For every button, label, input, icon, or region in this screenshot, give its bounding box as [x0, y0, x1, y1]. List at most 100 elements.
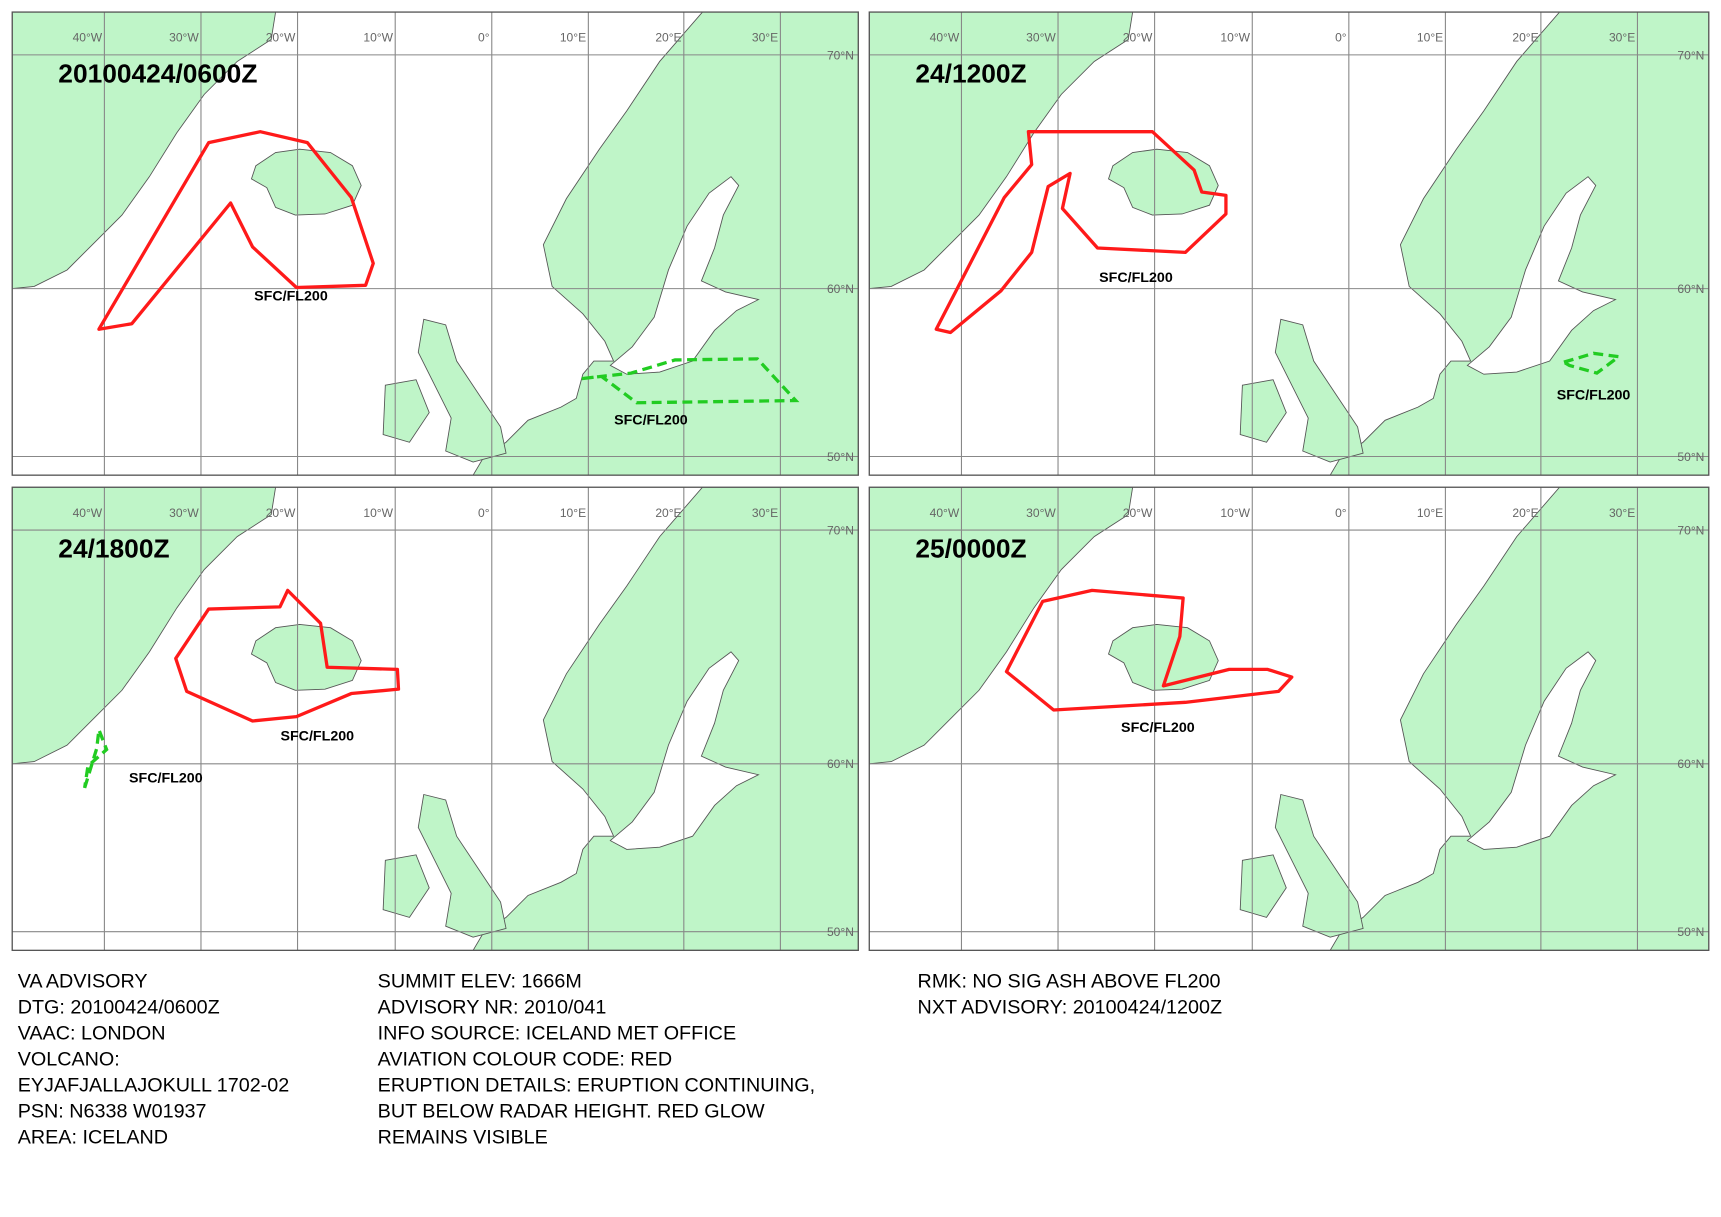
advisory-line: PSN: N6338 W01937: [18, 1101, 207, 1123]
advisory-line: ERUPTION DETAILS: ERUPTION CONTINUING,: [378, 1075, 815, 1097]
longitude-label: 10°E: [1417, 506, 1443, 520]
panel-frame: [11, 11, 859, 476]
latitude-label: 70°N: [1677, 48, 1704, 62]
latitude-label: 60°N: [1677, 282, 1704, 296]
advisory-line: DTG: 20100424/0600Z: [18, 997, 220, 1019]
level-label: SFC/FL200: [1099, 270, 1173, 286]
ash-area: [174, 588, 401, 723]
advisory-line: ADVISORY NR: 2010/041: [378, 997, 607, 1019]
longitude-label: 0°: [1335, 506, 1347, 520]
map-panel: 40°W 30°W 20°W 10°W 0° 10°E 20°E 30°E 70°N 60°N 50…: [868, 486, 1710, 951]
land: [1274, 793, 1364, 938]
land: [250, 623, 362, 691]
advisory-line: VOLCANO:: [18, 1049, 120, 1071]
land: [1274, 318, 1364, 463]
longitude-label: 20°E: [1512, 31, 1538, 45]
latitude-label: 70°N: [827, 48, 854, 62]
longitude-label: 30°E: [1609, 506, 1635, 520]
latitude-label: 60°N: [1677, 757, 1704, 771]
map-content: 40°W 30°W 20°W 10°W 0° 10°E 20°E 30°E 70°N 60°N 50…: [12, 12, 859, 476]
level-label: SFC/FL200: [1121, 720, 1195, 736]
longitude-label: 30°W: [1026, 506, 1056, 520]
panel-frame: [11, 486, 859, 951]
land: [1107, 623, 1219, 691]
latitude-label: 70°N: [827, 523, 854, 537]
longitude-label: 30°E: [752, 31, 778, 45]
longitude-label: 30°E: [752, 506, 778, 520]
advisory-line: AREA: ICELAND: [18, 1127, 168, 1149]
longitude-label: 20°W: [266, 506, 296, 520]
latitude-label: 50°N: [1677, 925, 1704, 939]
longitude-label: 10°W: [363, 31, 393, 45]
longitude-label: 10°E: [560, 506, 586, 520]
longitude-label: 40°W: [73, 31, 103, 45]
longitude-label: 20°W: [266, 31, 296, 45]
longitude-label: 40°W: [73, 506, 103, 520]
land: [869, 12, 1134, 290]
advisory-line: BUT BELOW RADAR HEIGHT. RED GLOW: [378, 1101, 765, 1123]
advisory-line: SUMMIT ELEV: 1666M: [378, 971, 582, 993]
longitude-label: 20°E: [655, 506, 681, 520]
longitude-label: 30°W: [169, 31, 199, 45]
latitude-label: 50°N: [827, 925, 854, 939]
latitude-label: 50°N: [827, 450, 854, 464]
longitude-label: 40°W: [930, 31, 960, 45]
land: [12, 12, 277, 290]
ash-area: [97, 130, 375, 331]
longitude-label: 20°W: [1123, 31, 1153, 45]
advisory-line: RMK: NO SIG ASH ABOVE FL200: [918, 971, 1221, 993]
map-content: 40°W 30°W 20°W 10°W 0° 10°E 20°E 30°E 70°N 60°N 50…: [869, 487, 1709, 951]
level-label: SFC/FL200: [254, 289, 328, 305]
longitude-label: 30°W: [169, 506, 199, 520]
advisory-line: NXT ADVISORY: 20100424/1200Z: [918, 997, 1222, 1019]
land: [12, 487, 277, 765]
map-panel: 40°W 30°W 20°W 10°W 0° 10°E 20°E 30°E 70°N 60°N 50…: [868, 11, 1710, 476]
time-label: 20100424/0600Z: [58, 58, 257, 88]
advisory-line: INFO SOURCE: ICELAND MET OFFICE: [378, 1023, 736, 1045]
latitude-label: 60°N: [827, 282, 854, 296]
land: [417, 318, 507, 463]
longitude-label: 0°: [1335, 31, 1347, 45]
panel-frame: [868, 486, 1710, 951]
longitude-label: 20°E: [655, 31, 681, 45]
longitude-label: 10°W: [1220, 31, 1250, 45]
longitude-label: 20°E: [1512, 506, 1538, 520]
level-label: SFC/FL200: [614, 413, 688, 429]
map-content: 40°W 30°W 20°W 10°W 0° 10°E 20°E 30°E 70°N 60°N 50…: [869, 12, 1709, 476]
longitude-label: 30°W: [1026, 31, 1056, 45]
level-label: SFC/FL200: [1557, 387, 1631, 403]
level-label: SFC/FL200: [280, 729, 354, 745]
panel-frame: [868, 11, 1710, 476]
ash-area-forecast: [1559, 351, 1624, 375]
map-content: 40°W 30°W 20°W 10°W 0° 10°E 20°E 30°E 70°N 60°N 50…: [12, 487, 859, 951]
ash-area: [934, 130, 1228, 335]
land: [869, 487, 1134, 765]
land: [417, 793, 507, 938]
longitude-label: 10°W: [363, 506, 393, 520]
longitude-label: 0°: [478, 506, 490, 520]
latitude-label: 50°N: [1677, 450, 1704, 464]
latitude-label: 70°N: [1677, 523, 1704, 537]
time-label: 25/0000Z: [915, 533, 1026, 563]
longitude-label: 0°: [478, 31, 490, 45]
longitude-label: 10°W: [1220, 506, 1250, 520]
ash-area-forecast: [581, 357, 800, 405]
time-label: 24/1200Z: [915, 58, 1026, 88]
ash-area: [1004, 588, 1294, 712]
map-panel: 40°W 30°W 20°W 10°W 0° 10°E 20°E 30°E 70°N 60°N 50…: [11, 486, 859, 951]
map-panel: 40°W 30°W 20°W 10°W 0° 10°E 20°E 30°E 70°N 60°N 50…: [11, 11, 859, 476]
advisory-line: EYJAFJALLAJOKULL 1702-02: [18, 1075, 290, 1097]
ash-area-forecast: [83, 729, 109, 789]
longitude-label: 10°E: [560, 31, 586, 45]
time-label: 24/1800Z: [58, 533, 169, 563]
longitude-label: 40°W: [930, 506, 960, 520]
longitude-label: 10°E: [1417, 31, 1443, 45]
longitude-label: 30°E: [1609, 31, 1635, 45]
advisory-line: VA ADVISORY: [18, 971, 148, 993]
advisory-line: AVIATION COLOUR CODE: RED: [378, 1049, 672, 1071]
latitude-label: 60°N: [827, 757, 854, 771]
advisory-line: VAAC: LONDON: [18, 1023, 166, 1045]
level-label: SFC/FL200: [129, 770, 203, 786]
